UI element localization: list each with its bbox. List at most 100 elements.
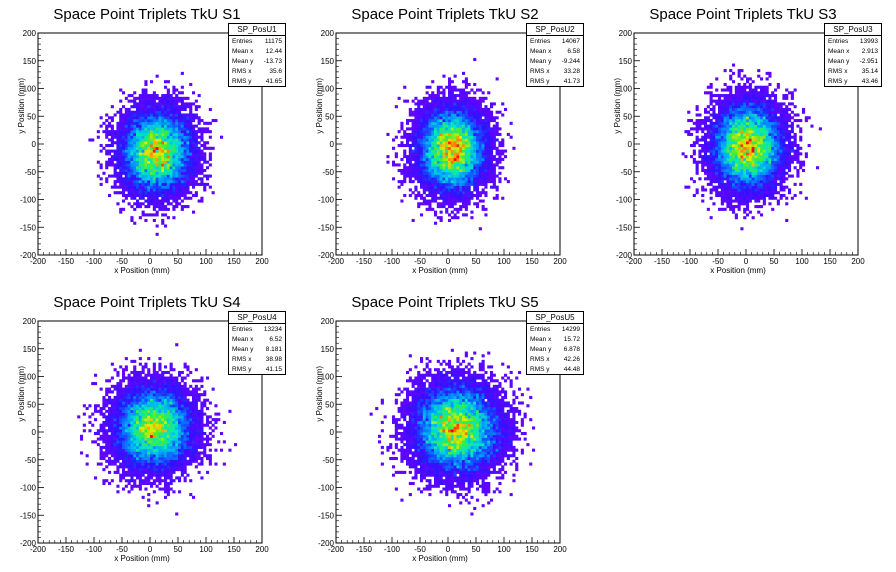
histogram-bin	[442, 155, 446, 159]
stats-value: -2.951	[859, 57, 878, 65]
histogram-bin	[136, 476, 140, 480]
histogram-bin	[172, 102, 176, 106]
histogram-bin	[706, 168, 710, 173]
histogram-bin	[743, 88, 747, 92]
histogram-bin	[439, 124, 443, 128]
histogram-bin	[487, 149, 491, 153]
histogram-bin	[448, 85, 452, 89]
histogram-bin	[192, 155, 196, 159]
histogram-bin	[436, 94, 440, 98]
histogram-bin	[476, 155, 480, 159]
histogram-bin	[403, 99, 407, 103]
histogram-bin	[498, 110, 502, 114]
histogram-bin	[723, 113, 727, 117]
histogram-bin	[124, 443, 128, 447]
histogram-bin	[155, 434, 159, 438]
histogram-bin	[748, 124, 752, 128]
histogram-bin	[442, 130, 446, 134]
histogram-bin	[428, 110, 432, 114]
histogram-bin	[768, 135, 772, 139]
histogram-bin	[771, 135, 775, 139]
histogram-bin	[464, 80, 468, 84]
histogram-bin	[490, 141, 494, 145]
histogram-bin	[200, 440, 204, 444]
histogram-bin	[807, 144, 811, 148]
histogram-bin	[172, 163, 176, 167]
histogram-bin	[504, 107, 508, 111]
histogram-bin	[453, 74, 457, 78]
histogram-bin	[172, 157, 176, 161]
histogram-bin	[436, 113, 440, 117]
histogram-bin	[712, 121, 716, 125]
histogram-bin	[183, 468, 187, 472]
histogram-bin	[715, 174, 719, 178]
histogram-bin	[147, 193, 151, 198]
histogram-bin	[734, 196, 738, 200]
histogram-bin	[726, 149, 730, 153]
histogram-bin	[695, 135, 699, 139]
histogram-bin	[464, 199, 468, 203]
histogram-bin	[729, 127, 733, 131]
histogram-bin	[785, 94, 789, 98]
y-tick-label: 100	[23, 85, 37, 94]
histogram-bin	[136, 138, 140, 142]
histogram-bin	[133, 177, 137, 181]
histogram-bin	[450, 91, 454, 95]
histogram-bin	[434, 221, 438, 225]
histogram-bin	[709, 91, 713, 95]
histogram-bin	[709, 85, 713, 89]
histogram-bin	[467, 157, 471, 161]
histogram-bin	[442, 74, 446, 78]
histogram-bin	[192, 119, 196, 123]
histogram-bin	[743, 191, 747, 195]
histogram-bin	[161, 487, 165, 491]
histogram-bin	[169, 121, 173, 125]
histogram-bin	[166, 434, 170, 438]
histogram-bin	[464, 94, 468, 98]
histogram-bin	[110, 141, 114, 145]
histogram-bin	[158, 168, 162, 173]
histogram-bin	[189, 135, 193, 139]
histogram-bin	[746, 163, 750, 167]
histogram-bin	[420, 141, 424, 145]
histogram-bin	[459, 105, 463, 109]
histogram-bin	[166, 124, 170, 128]
histogram-bin	[108, 481, 112, 486]
histogram-bin	[698, 152, 702, 156]
histogram-bin	[164, 193, 168, 198]
histogram-bin	[453, 127, 457, 131]
stats-row: RMS x 35.6	[229, 66, 285, 76]
histogram-bin	[133, 105, 137, 109]
histogram-bin	[138, 132, 142, 136]
histogram-bin	[709, 130, 713, 134]
histogram-bin	[701, 166, 705, 170]
histogram-bin	[408, 166, 412, 170]
histogram-bin	[208, 152, 212, 156]
histogram-bin	[152, 121, 156, 125]
histogram-bin	[130, 205, 134, 209]
histogram-bin	[130, 155, 134, 159]
histogram-bin	[734, 88, 738, 92]
histogram-bin	[102, 445, 106, 449]
histogram-bin	[754, 113, 758, 117]
histogram-bin	[164, 487, 168, 491]
histogram-bin	[144, 96, 148, 100]
histogram-bin	[124, 157, 128, 161]
histogram-bin	[757, 210, 761, 214]
histogram-bin	[788, 174, 792, 178]
histogram-bin	[150, 144, 154, 148]
histogram-bin	[428, 188, 432, 192]
histogram-bin	[712, 127, 716, 131]
histogram-bin	[122, 437, 126, 441]
histogram-bin	[150, 443, 154, 447]
histogram-bin	[147, 465, 151, 469]
histogram-bin	[186, 141, 190, 145]
histogram-bin	[172, 160, 176, 164]
histogram-bin	[428, 166, 432, 170]
histogram-bin	[706, 91, 710, 95]
histogram-bin	[422, 166, 426, 170]
histogram-bin	[180, 135, 184, 139]
histogram-bin	[743, 188, 747, 192]
histogram-bin	[147, 459, 151, 463]
histogram-bin	[105, 149, 109, 153]
